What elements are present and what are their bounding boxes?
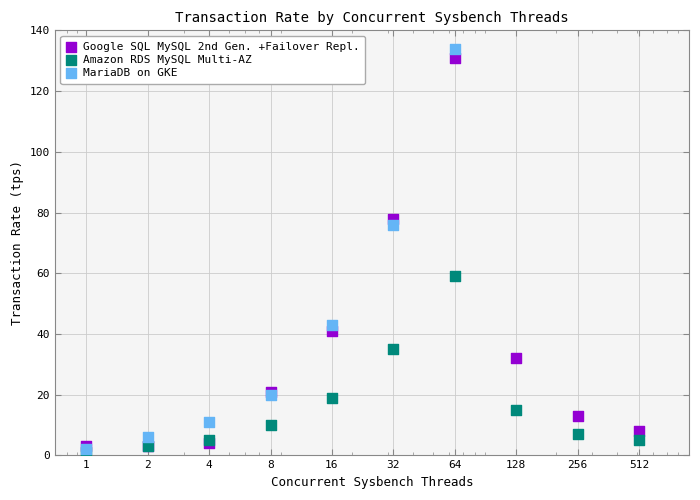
MariaDB on GKE [142, 434, 153, 442]
Legend: Google SQL MySQL 2nd Gen. +Failover Repl., Amazon RDS MySQL Multi-AZ, MariaDB on: Google SQL MySQL 2nd Gen. +Failover Repl… [60, 36, 365, 84]
Amazon RDS MySQL Multi-AZ [572, 430, 583, 438]
Amazon RDS MySQL Multi-AZ [265, 421, 276, 429]
Amazon RDS MySQL Multi-AZ [634, 436, 645, 444]
MariaDB on GKE [388, 220, 399, 228]
Amazon RDS MySQL Multi-AZ [80, 448, 92, 456]
Google SQL MySQL 2nd Gen. +Failover Repl. [634, 427, 645, 435]
Amazon RDS MySQL Multi-AZ [510, 406, 522, 414]
MariaDB on GKE [449, 44, 461, 52]
Google SQL MySQL 2nd Gen. +Failover Repl. [204, 440, 215, 448]
Google SQL MySQL 2nd Gen. +Failover Repl. [449, 54, 461, 62]
Google SQL MySQL 2nd Gen. +Failover Repl. [388, 214, 399, 222]
Google SQL MySQL 2nd Gen. +Failover Repl. [510, 354, 522, 362]
Amazon RDS MySQL Multi-AZ [449, 272, 461, 280]
Amazon RDS MySQL Multi-AZ [388, 345, 399, 353]
Google SQL MySQL 2nd Gen. +Failover Repl. [326, 327, 337, 335]
MariaDB on GKE [265, 391, 276, 399]
MariaDB on GKE [326, 321, 337, 329]
Google SQL MySQL 2nd Gen. +Failover Repl. [142, 442, 153, 450]
Google SQL MySQL 2nd Gen. +Failover Repl. [572, 412, 583, 420]
Google SQL MySQL 2nd Gen. +Failover Repl. [265, 388, 276, 396]
MariaDB on GKE [80, 446, 92, 454]
Title: Transaction Rate by Concurrent Sysbench Threads: Transaction Rate by Concurrent Sysbench … [175, 11, 568, 25]
Y-axis label: Transaction Rate (tps): Transaction Rate (tps) [11, 160, 24, 326]
Amazon RDS MySQL Multi-AZ [142, 442, 153, 450]
Google SQL MySQL 2nd Gen. +Failover Repl. [80, 442, 92, 450]
X-axis label: Concurrent Sysbench Threads: Concurrent Sysbench Threads [271, 476, 473, 489]
Amazon RDS MySQL Multi-AZ [326, 394, 337, 402]
MariaDB on GKE [204, 418, 215, 426]
Amazon RDS MySQL Multi-AZ [204, 436, 215, 444]
